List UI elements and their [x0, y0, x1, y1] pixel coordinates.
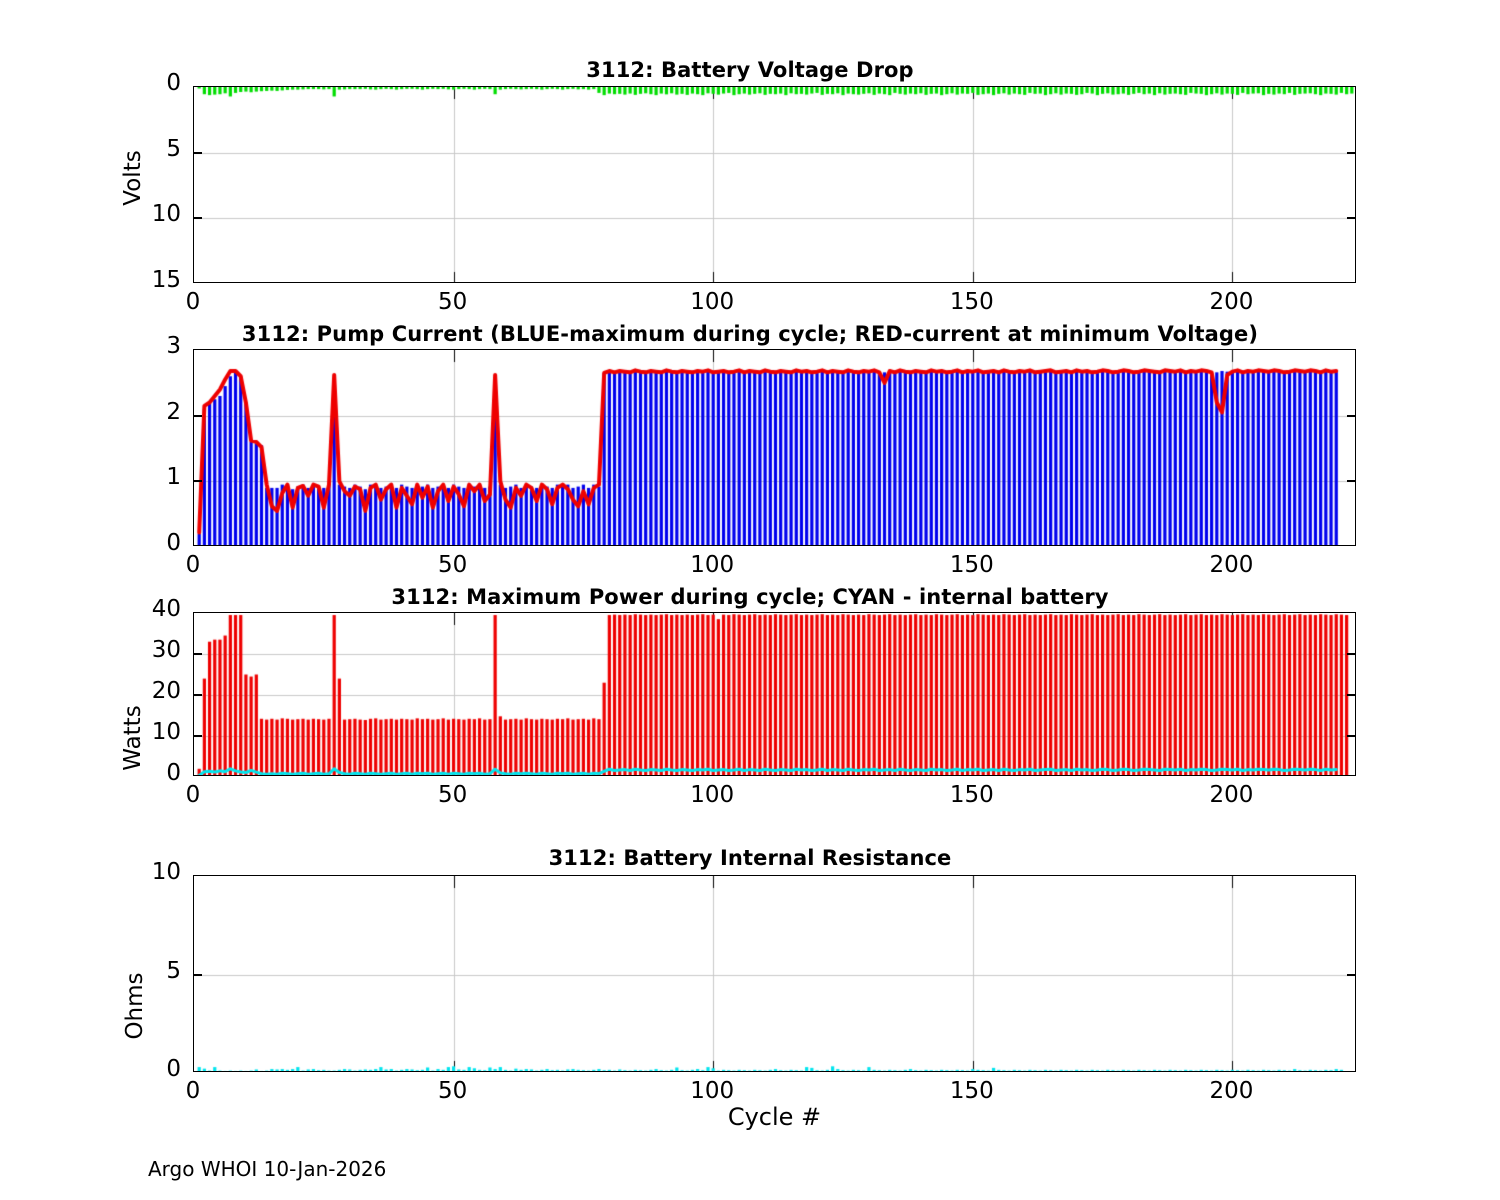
panel-3-plot-area [193, 612, 1356, 776]
panel-1-plot-area [193, 86, 1356, 283]
panel-3-ylabel: Watts [120, 705, 146, 771]
panel-3-title: 3112: Maximum Power during cycle; CYAN -… [391, 585, 1109, 609]
panel-4-ylabel: Ohms [122, 972, 148, 1040]
panel-1-title: 3112: Battery Voltage Drop [586, 58, 914, 82]
panel-4-title: 3112: Battery Internal Resistance [548, 846, 952, 870]
panel-4-plot-area [193, 875, 1356, 1072]
panel-4-canvas [194, 876, 1355, 1071]
figure-footer: Argo WHOI 10-Jan-2026 [148, 1157, 387, 1181]
panel-pump-current: 3112: Pump Current (BLUE-maximum during … [0, 300, 1500, 565]
panel-1-ylabel: Volts [120, 150, 146, 206]
panel-battery-voltage-drop: 3112: Battery Voltage Drop Volts [0, 0, 1500, 300]
panel-2-plot-area [193, 349, 1356, 546]
panel-3-canvas [194, 613, 1355, 775]
panel-2-canvas [194, 350, 1355, 545]
panel-2-title: 3112: Pump Current (BLUE-maximum during … [241, 322, 1259, 346]
panel-battery-internal-resistance: 3112: Battery Internal Resistance Ohms C… [0, 828, 1500, 1131]
panel-maximum-power: 3112: Maximum Power during cycle; CYAN -… [0, 565, 1500, 828]
x-axis-label: Cycle # [727, 1103, 822, 1131]
panel-1-canvas [194, 87, 1355, 282]
